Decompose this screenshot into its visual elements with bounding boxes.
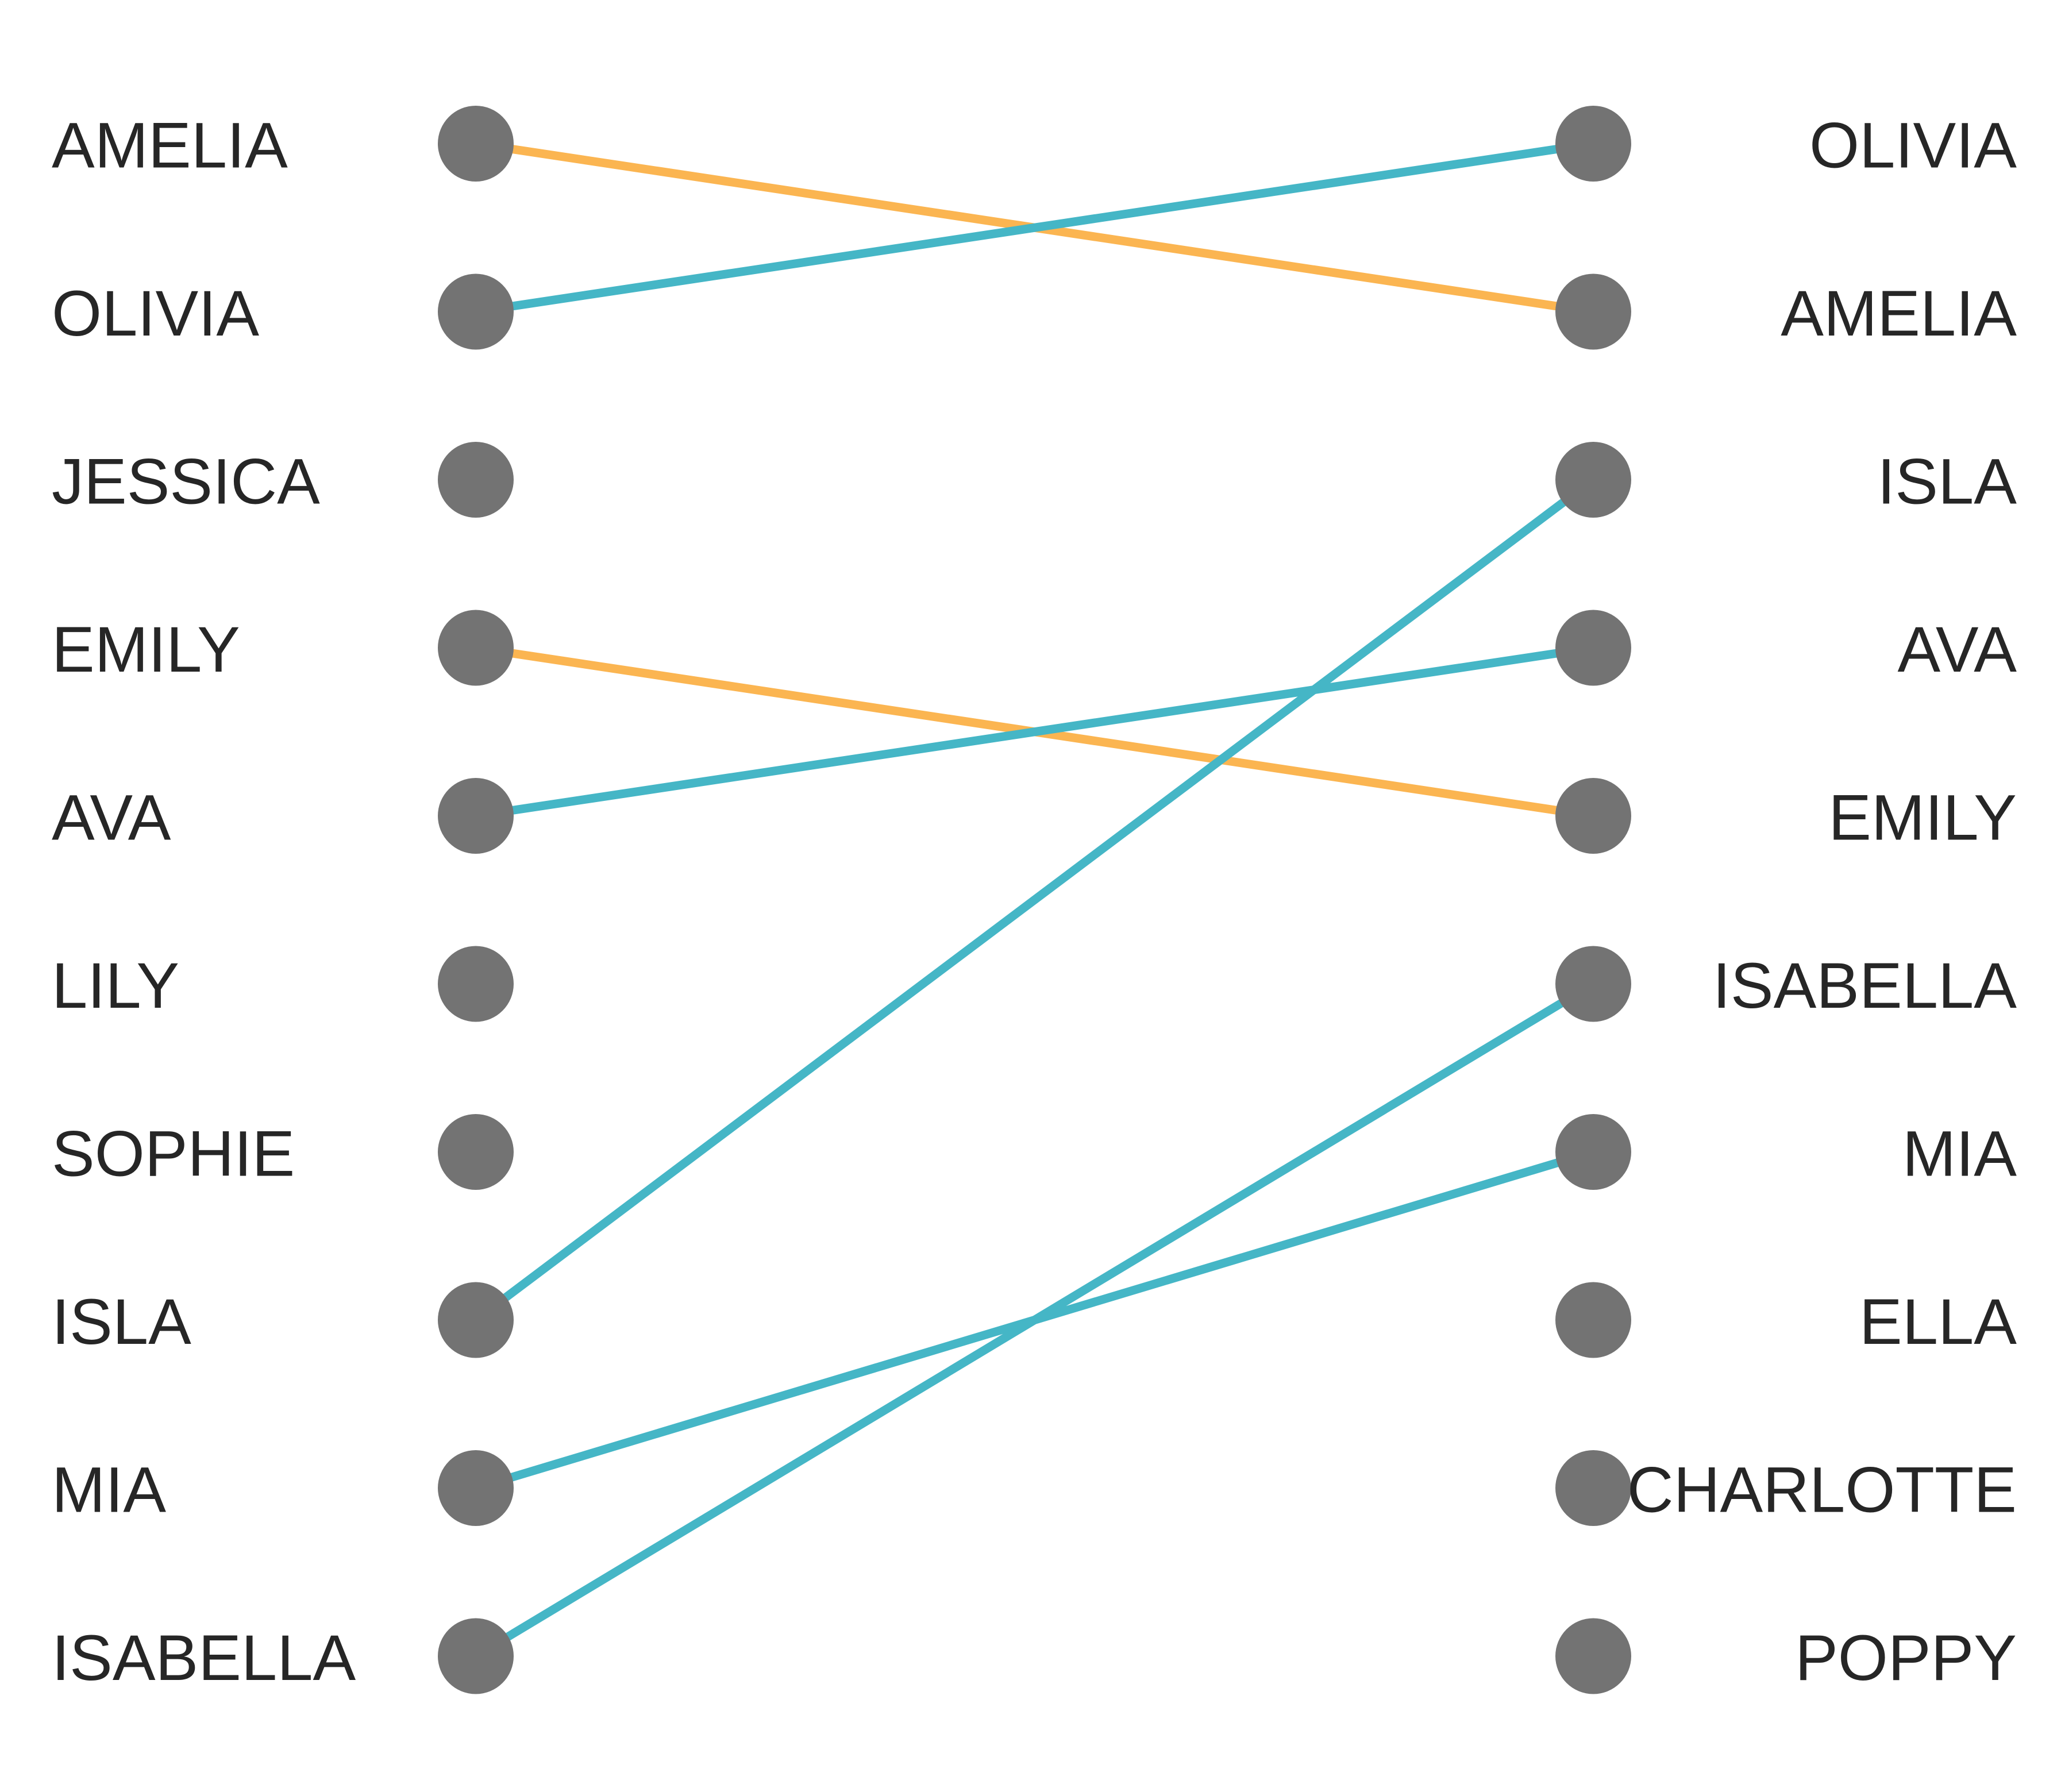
right-dot-3	[1555, 442, 1631, 518]
right-label-8: ELLA	[1859, 1286, 2017, 1358]
left-dot-9	[438, 1450, 514, 1526]
left-label-6: LILY	[52, 950, 179, 1022]
left-label-9: MIA	[52, 1454, 166, 1526]
left-dot-4	[438, 610, 514, 686]
right-dot-2	[1555, 273, 1631, 350]
link-olivia	[475, 139, 1594, 316]
left-dot-5	[438, 778, 514, 854]
dots-layer	[438, 106, 1631, 1694]
right-label-4: AVA	[1898, 614, 2017, 685]
link-isabella	[473, 980, 1596, 1660]
right-dot-10	[1555, 1618, 1631, 1694]
left-dot-3	[438, 442, 514, 518]
left-dot-1	[438, 106, 514, 182]
link-ava	[475, 643, 1594, 820]
right-label-3: ISLA	[1877, 446, 2017, 518]
left-label-3: JESSICA	[52, 446, 320, 518]
left-dot-6	[438, 946, 514, 1022]
left-label-4: EMILY	[52, 614, 240, 685]
left-dot-7	[438, 1114, 514, 1190]
left-label-8: ISLA	[52, 1286, 191, 1358]
right-label-1: OLIVIA	[1809, 110, 2017, 182]
right-label-2: AMELIA	[1781, 278, 2017, 349]
left-label-10: ISABELLA	[52, 1622, 356, 1694]
right-dot-1	[1555, 106, 1631, 182]
right-dot-8	[1555, 1282, 1631, 1358]
right-label-7: MIA	[1902, 1118, 2017, 1190]
left-label-1: AMELIA	[52, 110, 288, 182]
left-label-7: SOPHIE	[52, 1118, 295, 1190]
left-dot-2	[438, 273, 514, 350]
links-layer	[473, 139, 1596, 1660]
right-label-9: CHARLOTTE	[1627, 1454, 2017, 1526]
left-label-5: AVA	[52, 782, 171, 854]
labels-layer: AMELIA OLIVIA JESSICA EMILY AVA LILY SOPHIE ISL…	[52, 110, 2017, 1694]
left-dot-10	[438, 1618, 514, 1694]
right-label-6: ISABELLA	[1713, 950, 2017, 1022]
right-dot-6	[1555, 946, 1631, 1022]
right-label-10: POPPY	[1795, 1622, 2017, 1694]
left-dot-8	[438, 1282, 514, 1358]
right-dot-7	[1555, 1114, 1631, 1190]
right-label-5: EMILY	[1828, 782, 2017, 854]
left-label-2: OLIVIA	[52, 278, 259, 349]
link-isla	[473, 476, 1596, 1324]
right-dot-9	[1555, 1450, 1631, 1526]
right-dot-5	[1555, 778, 1631, 854]
right-dot-4	[1555, 610, 1631, 686]
